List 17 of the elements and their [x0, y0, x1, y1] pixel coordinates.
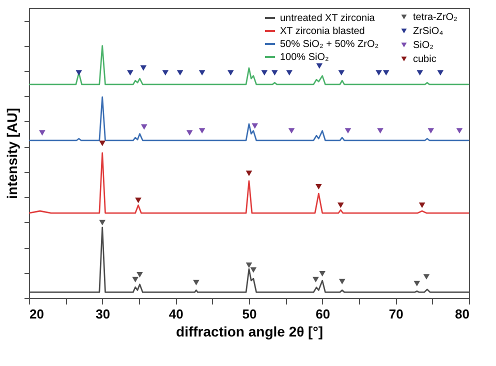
legend-label: 50% SiO₂ + 50% ZrO₂: [280, 39, 379, 50]
x-tick-label: 40: [168, 306, 184, 322]
x-tick-label: 30: [96, 306, 110, 322]
legend-label: SiO₂: [413, 40, 434, 51]
legend-label: ZrSiO₄: [413, 26, 444, 37]
x-axis-title: diffraction angle 2θ [°]: [176, 324, 323, 340]
legend-label: XT zirconia blasted: [280, 26, 365, 37]
legend-label: untreated XT zirconia: [280, 13, 376, 24]
x-tick-label: 70: [388, 306, 404, 322]
x-tick-label: 80: [455, 306, 470, 322]
legend-label: cubic: [413, 54, 436, 65]
x-tick-label: 20: [30, 306, 44, 322]
y-axis-title: intensity [AU]: [4, 108, 20, 199]
x-tick-label: 50: [242, 306, 257, 322]
legend-label: tetra-ZrO₂: [413, 12, 458, 23]
x-tick-label: 60: [316, 306, 330, 322]
legend-label: 100% SiO₂: [280, 52, 330, 63]
